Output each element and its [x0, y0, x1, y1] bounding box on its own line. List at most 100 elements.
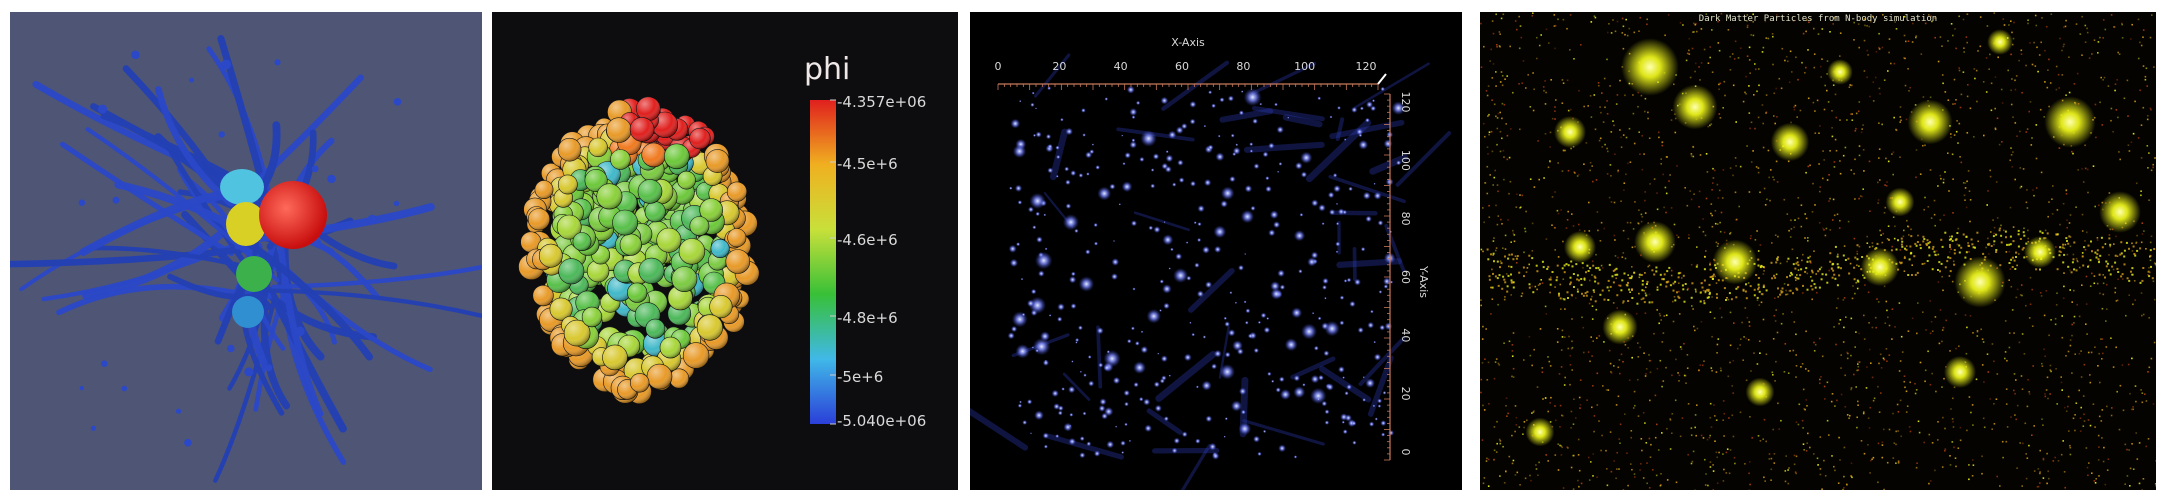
band-particle — [2094, 251, 2097, 254]
dust-particle — [1532, 72, 1534, 74]
dust-particle — [1554, 191, 1556, 193]
dust-particle — [1602, 267, 1604, 269]
dust-particle — [2116, 390, 2118, 393]
particle — [1380, 420, 1387, 427]
dust-particle — [2085, 303, 2088, 305]
dust-particle — [1596, 404, 1599, 406]
dust-particle — [1796, 116, 1798, 118]
dust-particle — [1916, 462, 1918, 464]
dust-particle — [1868, 322, 1870, 324]
dust-particle — [1693, 325, 1695, 328]
band-particle — [1659, 273, 1662, 276]
band-particle — [1919, 243, 1922, 246]
dust-particle — [2034, 65, 2037, 67]
dust-particle — [1592, 180, 1594, 183]
dust-particle — [1512, 367, 1515, 370]
dust-particle — [2144, 75, 2147, 78]
particle — [1098, 362, 1104, 368]
dust-particle — [1669, 418, 1671, 420]
band-particle — [1493, 260, 1495, 263]
dust-particle — [1819, 436, 1822, 438]
band-particle — [2005, 236, 2007, 239]
dust-particle — [2011, 43, 2014, 46]
dust-particle — [1578, 229, 1581, 231]
dust-particle — [1524, 477, 1527, 480]
particle — [1121, 134, 1124, 137]
dust-particle — [2093, 275, 2096, 277]
particle — [1232, 147, 1241, 155]
dust-particle — [1834, 138, 1837, 141]
dust-particle — [1918, 431, 1921, 434]
dust-particle — [1893, 62, 1896, 65]
dust-particle — [1863, 70, 1866, 72]
dust-particle — [2068, 56, 2070, 58]
sphere-shade — [532, 285, 554, 306]
dust-particle — [1515, 262, 1518, 264]
dust-particle — [2043, 116, 2045, 118]
particle — [1099, 398, 1107, 406]
dust-particle — [1877, 202, 1879, 204]
dust-particle — [1711, 335, 1713, 338]
band-particle — [1504, 281, 1507, 284]
band-particle — [1646, 283, 1648, 285]
dust-particle — [1787, 372, 1790, 374]
band-particle — [1594, 300, 1597, 303]
dust-particle — [1804, 237, 1806, 239]
dust-particle — [1660, 473, 1662, 475]
dust-particle — [1848, 417, 1850, 419]
dust-particle — [1656, 286, 1659, 288]
band-particle — [1962, 233, 1965, 236]
dust-particle — [1991, 343, 1994, 345]
dust-particle — [2012, 116, 2014, 118]
dust-particle — [1999, 485, 2001, 487]
dust-particle — [2094, 426, 2096, 428]
dust-particle — [2097, 459, 2100, 461]
filament — [1033, 53, 1071, 98]
dust-particle — [1511, 350, 1514, 352]
halo — [2044, 96, 2096, 148]
dust-particle — [1797, 197, 1800, 199]
particle — [1057, 410, 1063, 416]
x-tick-label: 80 — [1236, 60, 1250, 73]
dust-particle — [1989, 53, 1991, 56]
track — [271, 264, 482, 290]
dust-particle — [2027, 229, 2029, 232]
dust-particle — [1787, 469, 1789, 471]
particle — [1055, 434, 1060, 439]
particle — [1257, 320, 1261, 324]
particle — [1380, 86, 1385, 92]
particle — [1065, 127, 1073, 136]
dust-particle — [2102, 274, 2104, 276]
dust-particle — [1596, 476, 1598, 478]
dust-particle — [1965, 36, 1968, 38]
dust-particle — [1482, 207, 1484, 209]
dust-particle — [1861, 195, 1863, 198]
dust-particle — [2145, 248, 2147, 250]
dust-particle — [2013, 373, 2016, 375]
dust-particle — [1780, 87, 1783, 90]
dust-particle — [2018, 253, 2020, 255]
dust-particle — [2078, 389, 2080, 392]
dust-particle — [2063, 247, 2066, 250]
dust-particle — [1846, 119, 1848, 121]
dust-particle — [1572, 488, 1575, 490]
dust-particle — [1661, 385, 1663, 388]
particle — [1213, 349, 1222, 358]
dust-particle — [1769, 199, 1771, 202]
band-particle — [1856, 258, 1859, 261]
dust-particle — [1561, 329, 1564, 332]
dust-particle — [2024, 422, 2027, 425]
dust-particle — [2063, 471, 2066, 473]
dust-particle — [1554, 47, 1556, 50]
dust-particle — [1885, 157, 1887, 160]
dust-particle — [1524, 227, 1526, 230]
dust-particle — [2101, 338, 2103, 340]
dust-particle — [1794, 471, 1797, 473]
dust-particle — [1879, 353, 1882, 356]
dust-particle — [1880, 234, 1882, 236]
band-particle — [1928, 254, 1931, 257]
dust-particle — [1989, 398, 1991, 400]
dust-particle — [1787, 482, 1790, 485]
band-particle — [1631, 288, 1633, 291]
band-particle — [1699, 300, 1702, 303]
